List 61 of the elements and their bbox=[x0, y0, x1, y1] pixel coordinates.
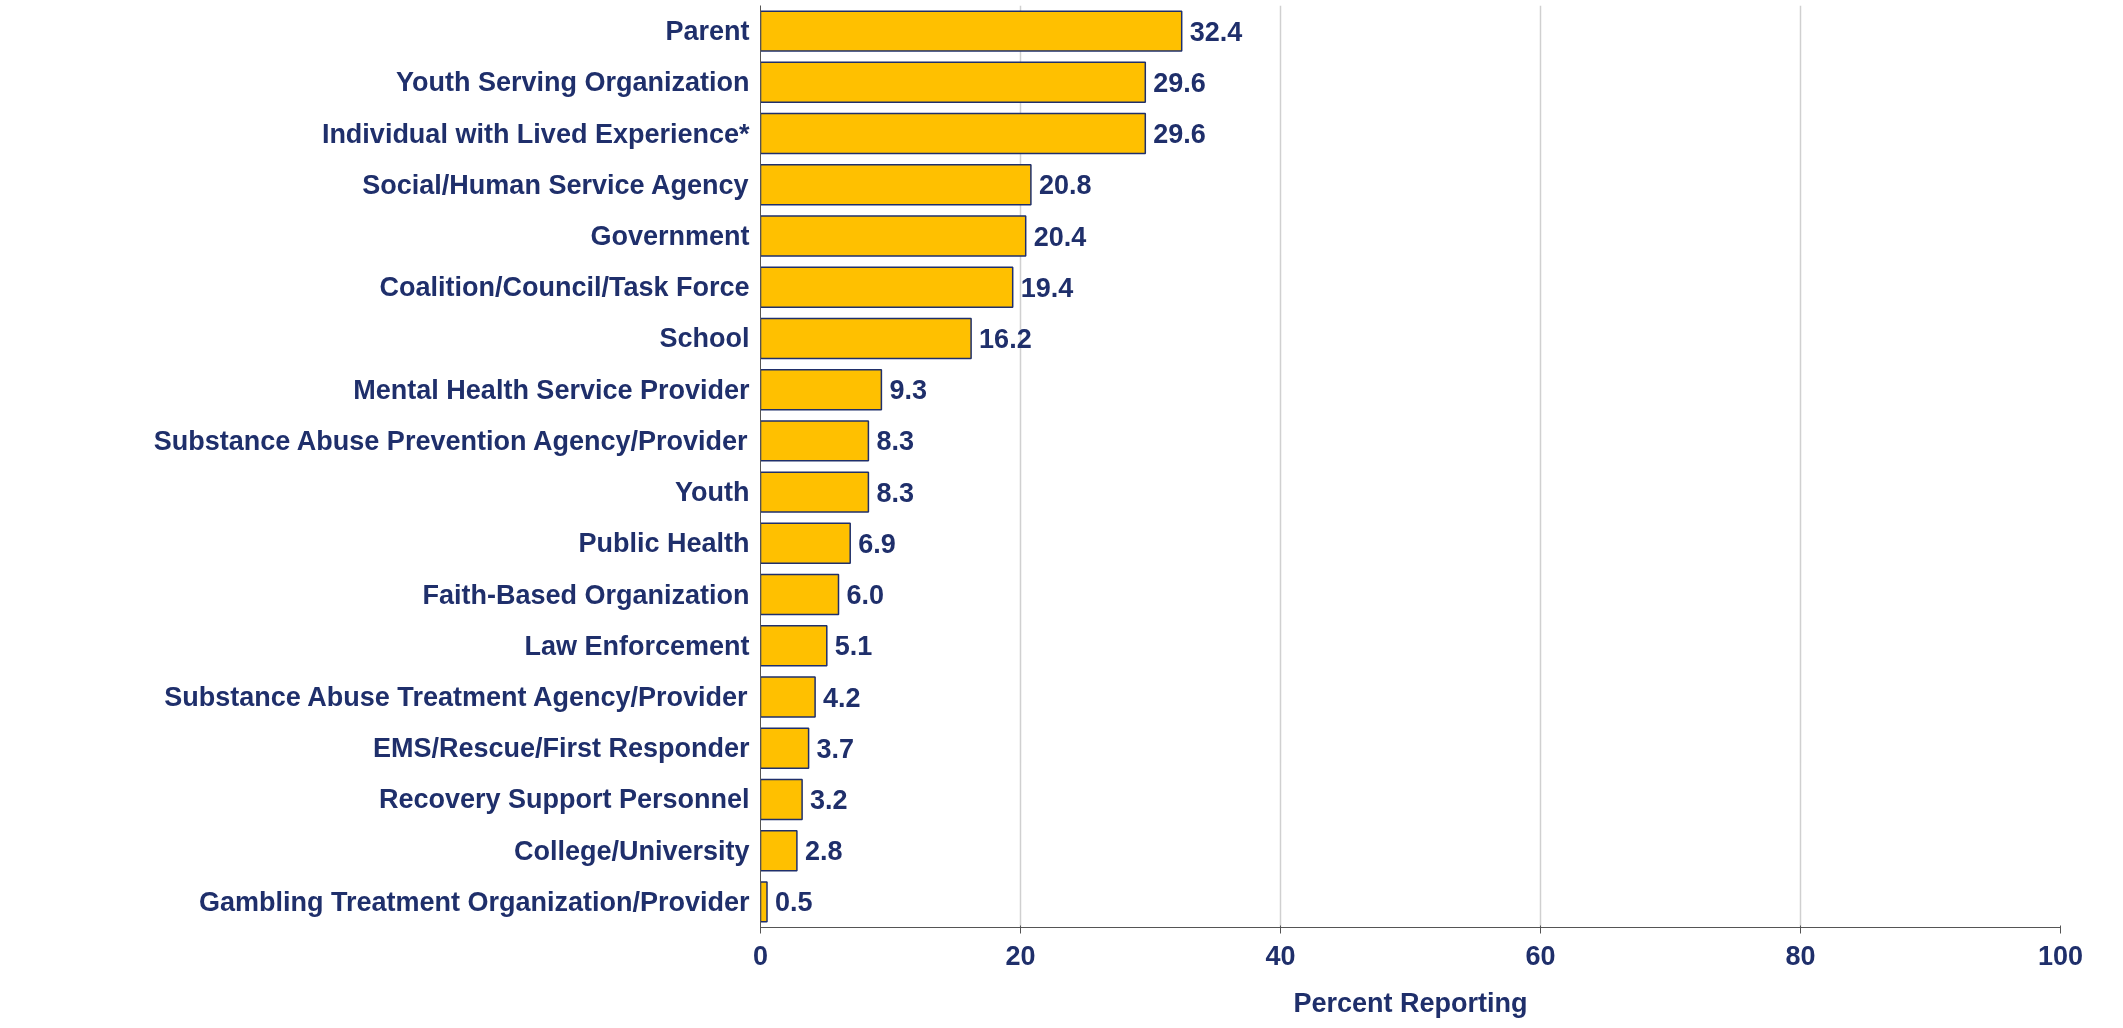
data-label: 8.3 bbox=[876, 477, 914, 508]
bar bbox=[760, 317, 972, 360]
bar bbox=[760, 10, 1183, 52]
bar bbox=[760, 266, 1014, 308]
data-label: 29.6 bbox=[1153, 67, 1206, 98]
bar bbox=[760, 625, 828, 667]
data-label: 4.2 bbox=[823, 682, 861, 713]
y-tick-label: Government bbox=[590, 221, 750, 251]
x-tick-label: 0 bbox=[752, 940, 769, 971]
data-label: 2.8 bbox=[804, 836, 843, 867]
y-tick-label: Recovery Support Personnel bbox=[378, 784, 750, 815]
y-tick-label: College/University bbox=[513, 835, 750, 866]
bar bbox=[760, 164, 1032, 206]
data-label: 0.5 bbox=[775, 887, 813, 918]
bar bbox=[760, 829, 798, 872]
y-tick-label: Youth Serving Organization bbox=[395, 67, 750, 98]
y-tick-label: Coalition/Council/Task Force bbox=[379, 272, 750, 303]
x-axis-title: Percent Reporting bbox=[1293, 987, 1528, 1018]
bar bbox=[760, 676, 816, 718]
bar bbox=[760, 112, 1147, 155]
data-label: 16.2 bbox=[979, 323, 1032, 354]
data-label: 3.2 bbox=[810, 784, 848, 815]
data-label: 20.4 bbox=[1033, 221, 1087, 252]
y-tick-label: Individual with Lived Experience* bbox=[321, 118, 750, 149]
x-tick-label: 40 bbox=[1265, 940, 1296, 971]
y-tick-label: Mental Health Service Provider bbox=[353, 374, 750, 405]
x-tick-label: 100 bbox=[2037, 940, 2084, 971]
bar bbox=[760, 420, 870, 462]
y-tick-label: Law Enforcement bbox=[524, 630, 750, 661]
bar bbox=[760, 471, 870, 513]
y-tick-label: Youth bbox=[675, 477, 750, 508]
x-tick-label: 60 bbox=[1525, 940, 1556, 971]
data-label: 3.7 bbox=[816, 733, 855, 764]
data-label: 5.1 bbox=[834, 631, 873, 662]
bar bbox=[760, 778, 803, 821]
y-tick-label: Gambling Treatment Organization/Provider bbox=[198, 886, 750, 917]
data-label: 6.9 bbox=[858, 528, 896, 559]
data-label: 20.8 bbox=[1038, 170, 1092, 201]
bar bbox=[760, 727, 810, 769]
bar bbox=[760, 522, 851, 565]
y-tick-label: Public Health bbox=[578, 528, 750, 559]
bar bbox=[760, 215, 1027, 257]
y-tick-label: Faith-Based Organization bbox=[422, 579, 750, 610]
bar bbox=[760, 881, 768, 923]
bar bbox=[760, 368, 883, 411]
y-tick-label: Parent bbox=[665, 16, 750, 47]
x-tick-label: 80 bbox=[1785, 940, 1816, 971]
y-tick-label: Social/Human Service Agency bbox=[362, 169, 749, 200]
y-tick-label: EMS/Rescue/First Responder bbox=[372, 733, 750, 764]
data-label: 6.0 bbox=[846, 580, 885, 611]
data-label: 29.6 bbox=[1153, 119, 1206, 150]
y-tick-label: Substance Abuse Treatment Agency/Provider bbox=[164, 682, 748, 712]
data-label: 9.3 bbox=[889, 375, 927, 406]
bar bbox=[760, 573, 840, 616]
data-label: 19.4 bbox=[1020, 272, 1074, 303]
bar bbox=[760, 61, 1147, 104]
y-tick-label: School bbox=[659, 323, 750, 354]
data-label: 8.3 bbox=[876, 426, 914, 457]
data-label: 32.4 bbox=[1189, 16, 1243, 47]
x-tick-label: 20 bbox=[1005, 940, 1036, 971]
y-tick-label: Substance Abuse Prevention Agency/Provider bbox=[153, 425, 748, 456]
